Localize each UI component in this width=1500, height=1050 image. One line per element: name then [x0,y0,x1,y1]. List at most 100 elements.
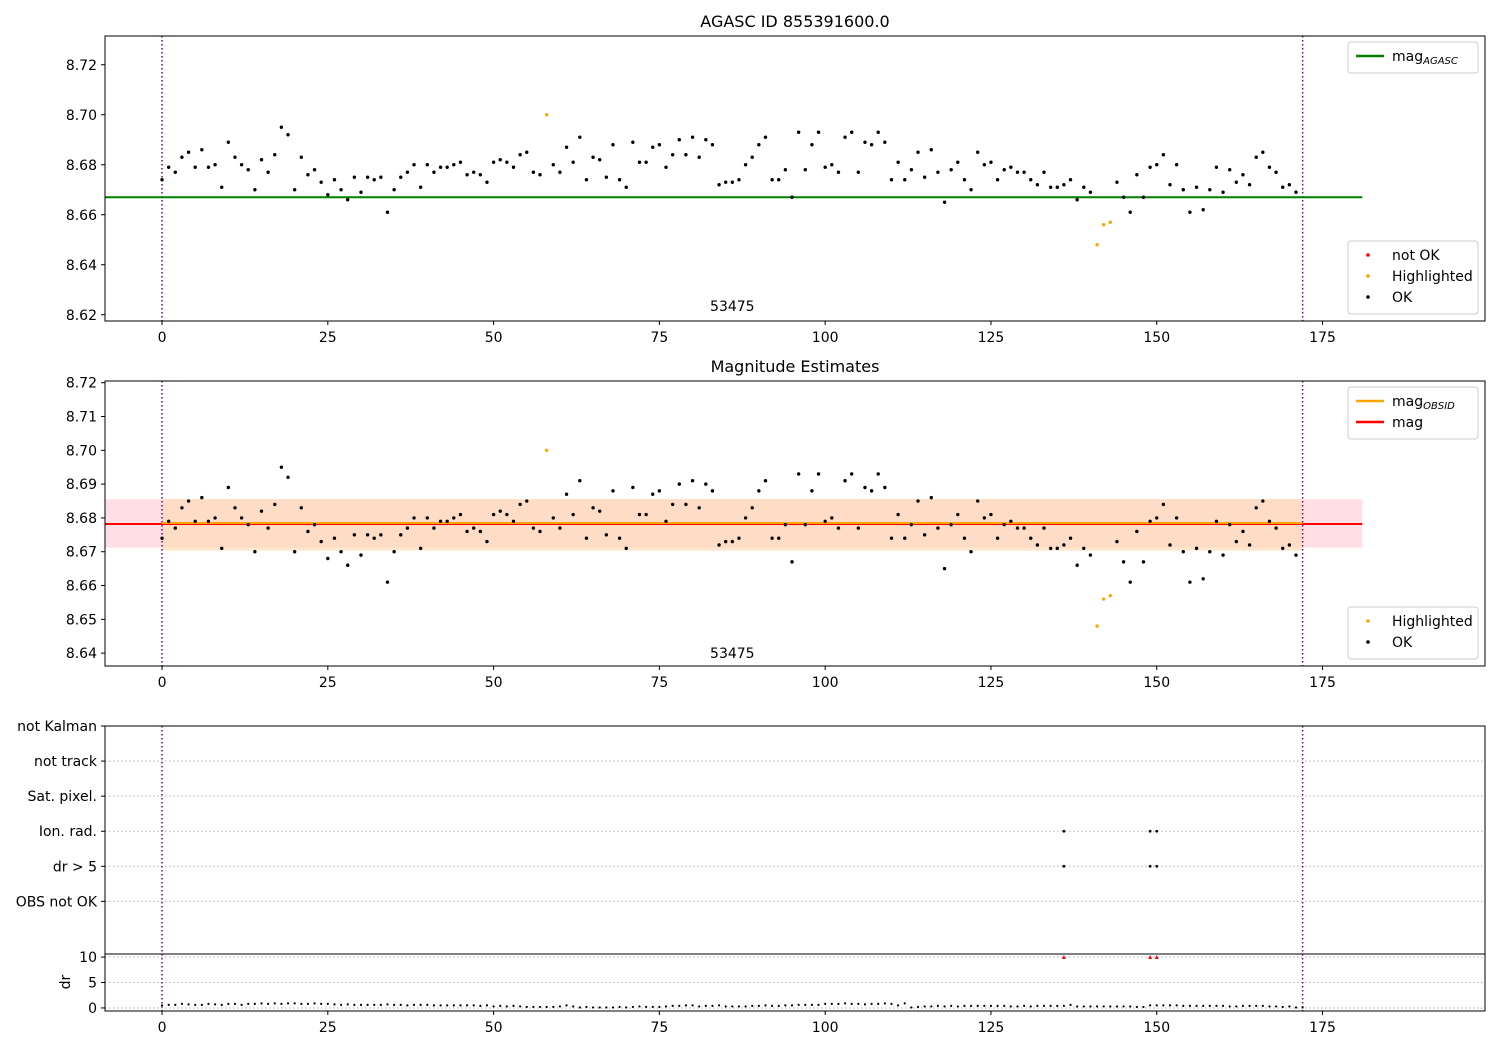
ok-point [412,163,416,167]
ok-point [849,130,854,134]
ok-point [1002,168,1006,172]
dr-point [492,1005,495,1008]
y-tick-label: Sat. pixel. [28,789,97,805]
ok-point [1281,546,1285,551]
dr-point [499,1004,502,1008]
dr-axes: dr 0 25 50 75 100 125 150 175 0 5 10 [58,950,1486,1036]
ok-point [604,533,609,537]
ok-point [1048,546,1053,551]
ok-point [783,522,788,527]
ok-point [962,536,967,540]
ok-point [246,168,250,172]
ok-point [286,475,290,480]
ok-point [1188,580,1192,584]
dr-point [664,1005,668,1008]
dr-point [1135,1005,1138,1009]
ok-point [292,550,297,554]
dr-point [843,1002,847,1005]
dr-point [286,1002,290,1005]
ok-point [1234,180,1239,184]
ok-point [903,178,907,182]
ok-point [956,160,960,164]
ok-point [551,163,555,167]
legend-lower: Highlighted OK [1347,606,1479,660]
ok-point [206,519,211,524]
ok-point [273,502,277,507]
dr-point [1016,1005,1019,1008]
y-tick-label: 5 [88,976,97,992]
ok-point [558,526,562,530]
ok-point [790,195,794,199]
dr-point [996,1004,999,1008]
ok-point [1261,499,1265,503]
ok-point [856,170,861,174]
ok-point [405,170,410,174]
ok-point [810,489,814,493]
ok-point [491,512,496,517]
dr-point [751,1004,754,1008]
ok-point [617,536,622,540]
ok-point [975,150,980,154]
ok-point [1174,516,1179,520]
dr-point [1109,1005,1112,1008]
dr-point [784,1004,787,1007]
y-tick-label: 8.71 [66,409,97,425]
ok-point [1221,553,1225,557]
ok-point [909,522,914,527]
y-tick-label: 8.66 [66,208,97,224]
dr-ylabel: dr [58,974,74,989]
dr-point [645,1005,648,1009]
ok-point [611,143,615,147]
ok-point [339,188,343,192]
ok-point [690,135,695,139]
ok-point [266,170,270,174]
agasc-title: AGASC ID 855391600.0 [700,12,889,31]
dr-point [943,1005,946,1008]
ok-point [1068,536,1073,540]
x-tick-label: 100 [812,1020,839,1036]
ok-point [445,165,449,169]
legend-label: mag [1392,415,1423,431]
dr-point [267,1002,270,1005]
ok-point [949,522,953,527]
dr-point [790,1004,794,1007]
ok-point [425,516,429,520]
dr-point [1095,1005,1099,1008]
ok-point [498,158,502,162]
dr-point [1261,1004,1264,1008]
legend-label: OK [1392,635,1413,651]
ok-point [889,536,894,540]
ok-point [843,135,847,139]
y-tick-label: 8.68 [66,158,97,174]
ok-point [332,536,337,540]
ok-point [365,175,370,179]
dr-point [1082,1005,1085,1008]
x-tick-label: 25 [319,1020,337,1036]
dr-point [1149,1004,1152,1007]
dr-point [744,1005,747,1008]
dr-point [591,1006,595,1009]
ok-point [438,519,443,524]
x-tick-label: 125 [978,330,1005,346]
ok-point [1155,163,1159,167]
ok-point [644,160,648,164]
ok-point [1029,178,1033,182]
ok-point [339,550,343,554]
dr-not-ok-marker [1061,955,1066,960]
ok-point [750,506,754,510]
ok-point [684,153,688,157]
highlighted-point [1095,243,1099,247]
ok-point [326,556,330,561]
ok-point [1075,563,1079,567]
dr-point [167,1003,170,1006]
dr-point [326,1002,329,1005]
dr-point [704,1004,707,1008]
y-tick-label: 8.64 [66,646,97,662]
dr-point [1155,1004,1158,1007]
ok-point [684,502,688,507]
x-tick-label: 25 [319,675,337,691]
dr-point [333,1003,336,1006]
legend-marker [1366,253,1370,257]
ok-point [989,512,993,517]
